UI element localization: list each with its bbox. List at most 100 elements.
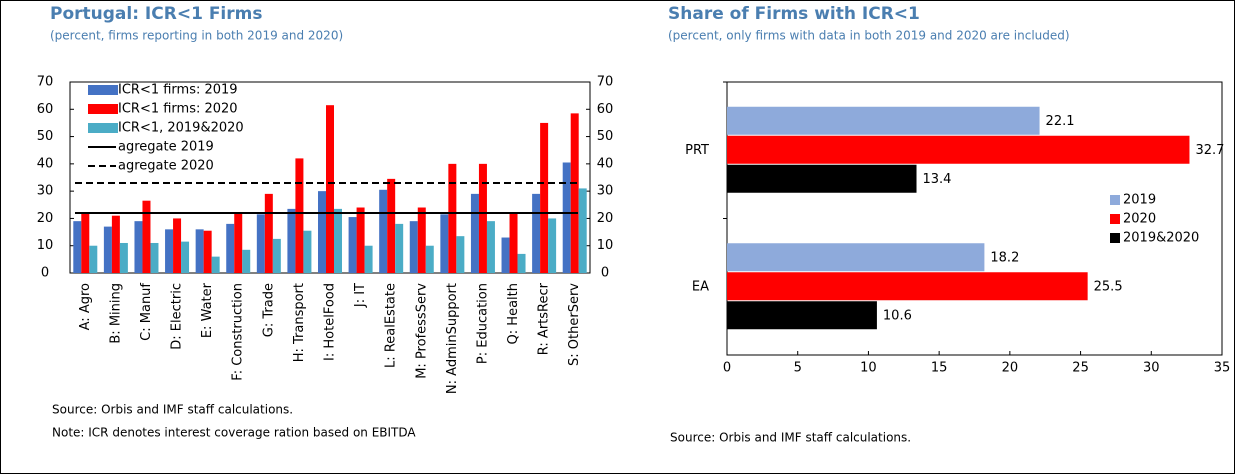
bar	[470, 193, 479, 273]
note: Source: Orbis and IMF staff calculations…	[670, 431, 911, 445]
x-tick-label: G: Trade	[261, 283, 276, 337]
x-tick-label: N: AdminSupport	[445, 283, 460, 394]
x-tick-label: 10	[860, 361, 877, 376]
bar	[448, 163, 457, 273]
bar	[256, 214, 265, 273]
bar	[195, 229, 204, 273]
bar	[409, 221, 418, 273]
data-label: 32.7	[1195, 143, 1224, 158]
chart-subtitle: (percent, firms reporting in both 2019 a…	[50, 29, 343, 43]
bar	[562, 162, 571, 273]
chart-title: Portugal: ICR<1 Firms	[50, 4, 262, 24]
y-tick-label: 30	[37, 184, 54, 199]
bar	[356, 207, 365, 273]
bar	[81, 212, 90, 273]
data-label: 22.1	[1046, 114, 1075, 129]
x-tick-label: C: Manuf	[139, 283, 154, 341]
bar	[142, 200, 151, 273]
bar	[134, 221, 143, 273]
bar	[540, 122, 549, 273]
bar	[727, 243, 985, 272]
bar	[150, 242, 159, 273]
data-label: 18.2	[990, 250, 1019, 265]
y2-tick-label: 10	[597, 238, 614, 253]
y-tick-label: EA	[692, 279, 709, 294]
bar	[111, 215, 120, 273]
bar	[364, 245, 373, 273]
bar	[326, 105, 334, 273]
x-tick-label: 5	[794, 361, 802, 376]
bar	[173, 218, 182, 273]
x-tick-label: B: Mining	[108, 283, 123, 344]
y-tick-label: 60	[37, 102, 54, 117]
bar	[203, 230, 212, 273]
chart-subtitle: (percent, only firms with data in both 2…	[668, 29, 1070, 43]
bar	[548, 218, 557, 273]
bar	[727, 135, 1190, 164]
x-tick-label: F: Construction	[231, 283, 246, 381]
y2-tick-label: 0	[601, 266, 609, 281]
data-label: 13.4	[923, 172, 952, 187]
bar	[295, 158, 304, 273]
legend-label: agregate 2020	[118, 159, 214, 174]
bar	[334, 208, 342, 273]
bar	[509, 212, 518, 273]
y-tick-label: 20	[37, 211, 54, 226]
y2-tick-label: 40	[597, 156, 614, 171]
bar	[287, 208, 296, 273]
bar	[417, 207, 426, 273]
bar	[501, 237, 510, 273]
bar	[727, 164, 917, 193]
bar	[440, 214, 449, 273]
bar	[272, 238, 281, 273]
x-tick-label: 35	[1214, 361, 1231, 376]
bar	[486, 221, 495, 273]
y-tick-label: 40	[37, 156, 54, 171]
x-tick-label: I: HotelFood	[323, 283, 338, 361]
legend-swatch	[88, 85, 118, 95]
bar	[532, 193, 541, 273]
bar	[727, 272, 1088, 301]
bar	[264, 193, 273, 273]
x-tick-label: D: Electric	[170, 283, 185, 350]
bar	[727, 301, 877, 330]
bar	[181, 241, 190, 273]
legend-label: 2019&2020	[1123, 231, 1199, 246]
x-tick-label: P: Education	[475, 283, 490, 364]
y2-tick-label: 20	[597, 211, 614, 226]
bar	[119, 242, 128, 273]
legend-swatch	[1110, 233, 1120, 243]
legend-swatch	[1110, 195, 1120, 205]
x-tick-label: R: ArtsRecr	[537, 282, 552, 355]
bar	[211, 256, 220, 273]
bar	[456, 236, 465, 273]
bar	[165, 229, 174, 273]
legend-label: 2020	[1123, 212, 1156, 227]
x-tick-label: E: Water	[200, 282, 215, 338]
bar	[242, 249, 251, 273]
bar	[478, 163, 487, 273]
bar	[103, 226, 112, 273]
legend-label: agregate 2019	[118, 140, 214, 155]
y2-tick-label: 60	[597, 102, 614, 117]
legend-label: ICR<1 firms: 2020	[118, 102, 238, 117]
y-tick-label: PRT	[685, 143, 709, 158]
x-tick-label: 20	[1002, 361, 1019, 376]
bar	[379, 189, 388, 273]
bar	[348, 217, 357, 273]
x-tick-label: L: RealEstate	[384, 283, 399, 368]
y2-tick-label: 70	[597, 75, 614, 90]
x-tick-label: 25	[1072, 361, 1089, 376]
y-tick-label: 70	[37, 75, 54, 90]
data-label: 25.5	[1094, 279, 1123, 294]
bar	[425, 245, 434, 273]
bar	[226, 223, 235, 273]
x-tick-label: H: Transport	[292, 283, 307, 362]
x-tick-label: 30	[1143, 361, 1160, 376]
x-tick-label: S: OtherServ	[567, 283, 582, 366]
y2-tick-label: 50	[597, 129, 614, 144]
bar	[517, 253, 526, 273]
x-tick-label: M: ProfessServ	[414, 283, 429, 379]
y2-tick-label: 30	[597, 184, 614, 199]
